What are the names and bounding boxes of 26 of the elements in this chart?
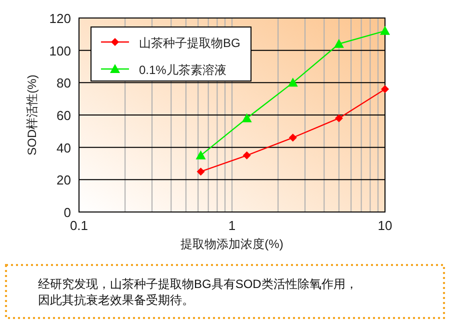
y-tick-label: 0 [64,205,71,220]
text: 经研究发现，山茶种子提取物BG具有SOD类活性除氧作用， [38,277,358,291]
x-tick-label: 10 [378,218,392,233]
point [242,151,251,160]
point [334,114,343,122]
point [334,38,344,48]
y-axis-title: SOD样活性(%) [25,74,39,156]
text: 因此其抗衰老效果备受期待。 [38,293,194,307]
point [242,113,252,122]
point [288,78,298,87]
y-tick-label: 60 [56,108,71,123]
y-tick-label: 120 [49,11,71,26]
y-tick-label: 20 [56,172,71,188]
y-tick-label: 100 [49,43,71,58]
point [381,85,389,94]
legend-label: 0.1%儿茶素溶液 [139,63,226,77]
point [196,168,205,176]
y-tick-label: 80 [56,76,71,91]
point [196,150,206,160]
x-tick-label: 1 [228,218,236,233]
y-tick-label: 40 [56,140,71,156]
point [288,134,297,142]
x-axis-title: 提取物添加浓度(%) [180,237,284,251]
point [380,26,390,35]
legend-label: 山茶种子提取物BG [139,36,240,50]
x-tick-label: 0.1 [70,218,88,233]
